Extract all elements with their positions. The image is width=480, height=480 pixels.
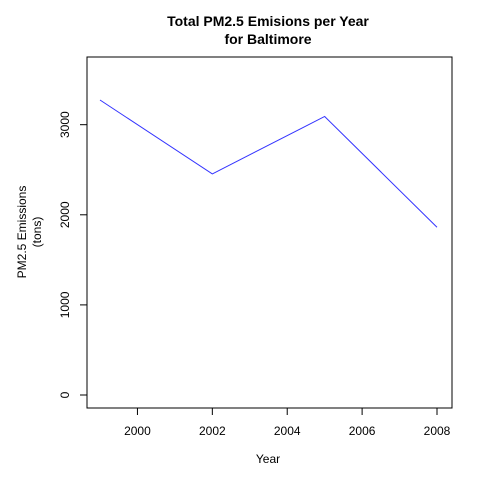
plot-frame [86,56,453,409]
x-tick-label: 2008 [424,424,451,438]
y-axis-label-line-2: (tons) [30,217,44,248]
y-axis: 0 1000 2000 3000 [58,111,88,398]
y-tick-label: 3000 [58,111,72,138]
y-tick-label: 0 [58,391,72,398]
x-tick-label: 2006 [349,424,376,438]
chart-title-line-1: Total PM2.5 Emisions per Year [167,13,369,29]
x-tick-label: 2000 [124,424,151,438]
x-tick-label: 2004 [274,424,301,438]
series-group [99,99,438,228]
y-tick-label: 1000 [58,291,72,318]
series-line [99,99,438,228]
x-axis: 2000 2002 2004 2006 2008 [124,407,451,438]
y-tick-label: 2000 [58,201,72,228]
y-axis-label-line-1: PM2.5 Emissions [15,186,29,279]
x-axis-label: Year [256,452,280,466]
x-tick-label: 2002 [199,424,226,438]
chart-title-line-2: for Baltimore [224,31,311,47]
